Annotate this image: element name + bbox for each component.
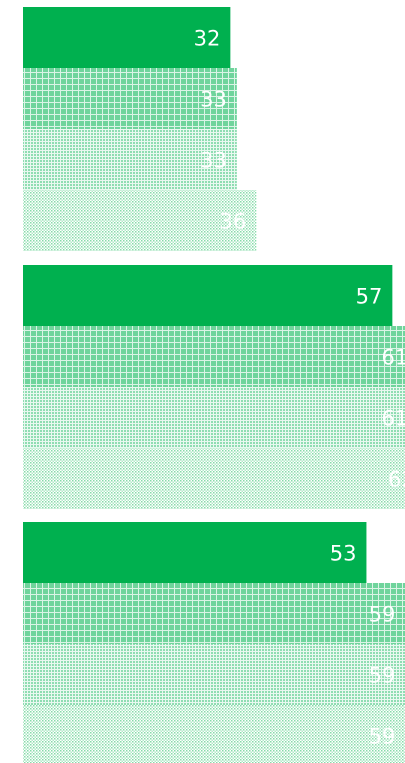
bar-group2-series3 [23,387,405,448]
bar-group3-series4 [23,705,405,763]
bar-group2-series1 [23,265,393,326]
bar-group3-series2 [23,583,405,644]
value-label-group1-series2: 33 [200,88,227,112]
value-label-group3-series2: 59 [369,603,396,627]
value-label-group2-series2: 61 [382,346,405,370]
bar-group1-series3 [23,129,237,190]
value-label-group3-series1: 53 [330,542,357,566]
bar-group2-series4 [23,448,405,509]
value-label-group3-series3: 59 [369,664,396,688]
value-label-group2-series3: 61 [382,407,405,431]
bar-group1-series1 [23,7,231,68]
bar-group3-series3 [23,644,405,705]
value-label-group2-series1: 57 [356,285,383,309]
value-label-group1-series4: 36 [220,210,247,234]
value-label-group2-series4: 62 [388,468,405,492]
bars-layer [23,7,405,763]
bar-group1-series4 [23,190,257,251]
bar-group2-series2 [23,326,405,387]
value-label-group3-series4: 59 [369,725,396,749]
bar-group3-series1 [23,522,367,583]
bar-group1-series2 [23,68,237,129]
value-label-group1-series1: 32 [194,27,221,51]
value-labels-layer: 32 33 33 36 57 61 61 62 53 59 59 59 [194,27,405,749]
value-label-group1-series3: 33 [200,149,227,173]
